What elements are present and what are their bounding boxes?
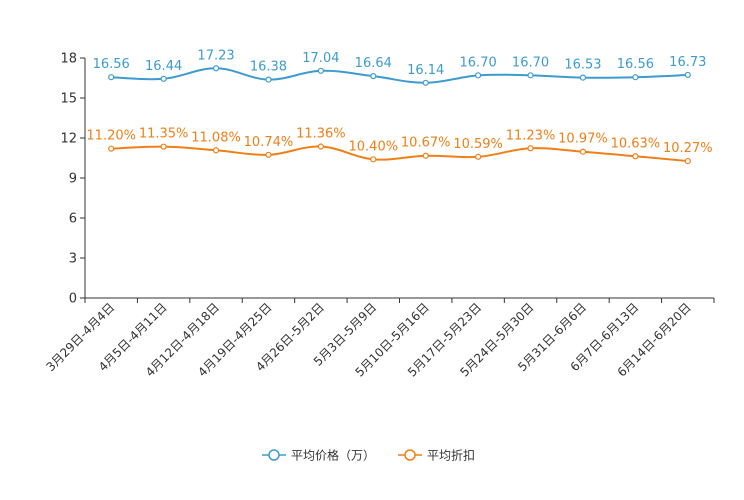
data-point[interactable]	[684, 71, 691, 79]
data-point[interactable]	[632, 153, 639, 160]
data-label: 10.27%	[663, 141, 713, 156]
data-label: 16.56	[617, 57, 654, 72]
axes: 03691215183月29日-4月4日4月5日-4月11日4月12日-4月18…	[43, 52, 715, 380]
legend-label: 平均价格（万）	[291, 448, 375, 463]
data-label: 10.59%	[453, 137, 503, 152]
data-point[interactable]	[579, 148, 587, 155]
data-label: 11.08%	[191, 130, 241, 145]
data-label: 16.44	[145, 59, 182, 74]
data-point[interactable]	[579, 74, 587, 81]
data-label: 11.36%	[296, 127, 346, 142]
y-tick-label: 0	[69, 292, 77, 307]
data-point[interactable]	[632, 74, 639, 81]
data-point[interactable]	[475, 153, 482, 160]
data-label: 10.74%	[244, 135, 294, 150]
data-label: 16.53	[564, 58, 601, 73]
data-label: 10.63%	[611, 136, 661, 151]
data-label: 10.67%	[401, 136, 451, 151]
y-tick-label: 6	[69, 212, 77, 227]
data-label: 11.23%	[506, 128, 556, 143]
data-point[interactable]	[265, 151, 272, 158]
data-point[interactable]	[475, 72, 482, 79]
data-label: 16.14	[407, 63, 444, 78]
data-point[interactable]	[317, 67, 324, 74]
data-label: 16.38	[250, 60, 287, 75]
y-tick-label: 15	[60, 92, 77, 107]
y-tick-label: 9	[69, 172, 77, 187]
data-point[interactable]	[212, 147, 220, 154]
data-point[interactable]	[422, 152, 429, 159]
data-point[interactable]	[160, 75, 167, 82]
data-label: 10.40%	[349, 139, 399, 154]
data-point[interactable]	[370, 73, 377, 80]
data-point[interactable]	[265, 76, 272, 83]
legend[interactable]: 平均价格（万） 平均折扣	[262, 448, 475, 463]
legend-label: 平均折扣	[427, 448, 475, 463]
data-label: 16.64	[355, 56, 392, 71]
data-label: 16.70	[512, 55, 549, 70]
data-point[interactable]	[684, 157, 691, 165]
data-point[interactable]	[317, 143, 324, 150]
data-label: 17.23	[197, 48, 234, 63]
series	[108, 65, 691, 165]
data-label: 16.56	[93, 57, 130, 72]
data-labels: 16.56 16.44 17.23 16.38 17.04 16.64 16.14 16.70…	[86, 48, 712, 156]
data-point[interactable]	[108, 145, 115, 152]
data-point[interactable]	[160, 143, 167, 150]
data-label: 10.97%	[558, 132, 608, 147]
data-label: 11.20%	[86, 129, 136, 144]
series-line	[111, 67, 688, 84]
legend-item[interactable]: 平均折扣	[398, 448, 475, 463]
data-label: 11.35%	[139, 127, 189, 142]
data-label: 16.73	[669, 55, 706, 70]
data-point[interactable]	[108, 74, 115, 81]
y-tick-label: 3	[69, 252, 77, 267]
series-line	[111, 145, 688, 163]
data-point[interactable]	[527, 145, 534, 152]
data-point[interactable]	[212, 65, 220, 72]
data-label: 17.04	[302, 51, 339, 66]
legend-marker-icon	[404, 449, 416, 461]
y-tick-label: 18	[60, 52, 77, 67]
legend-marker-icon	[268, 449, 280, 461]
data-point[interactable]	[370, 156, 377, 163]
data-label: 16.70	[460, 55, 497, 70]
legend-item[interactable]: 平均价格（万）	[262, 448, 375, 463]
y-tick-label: 12	[60, 132, 77, 147]
data-point[interactable]	[422, 79, 429, 86]
data-point[interactable]	[527, 72, 534, 79]
